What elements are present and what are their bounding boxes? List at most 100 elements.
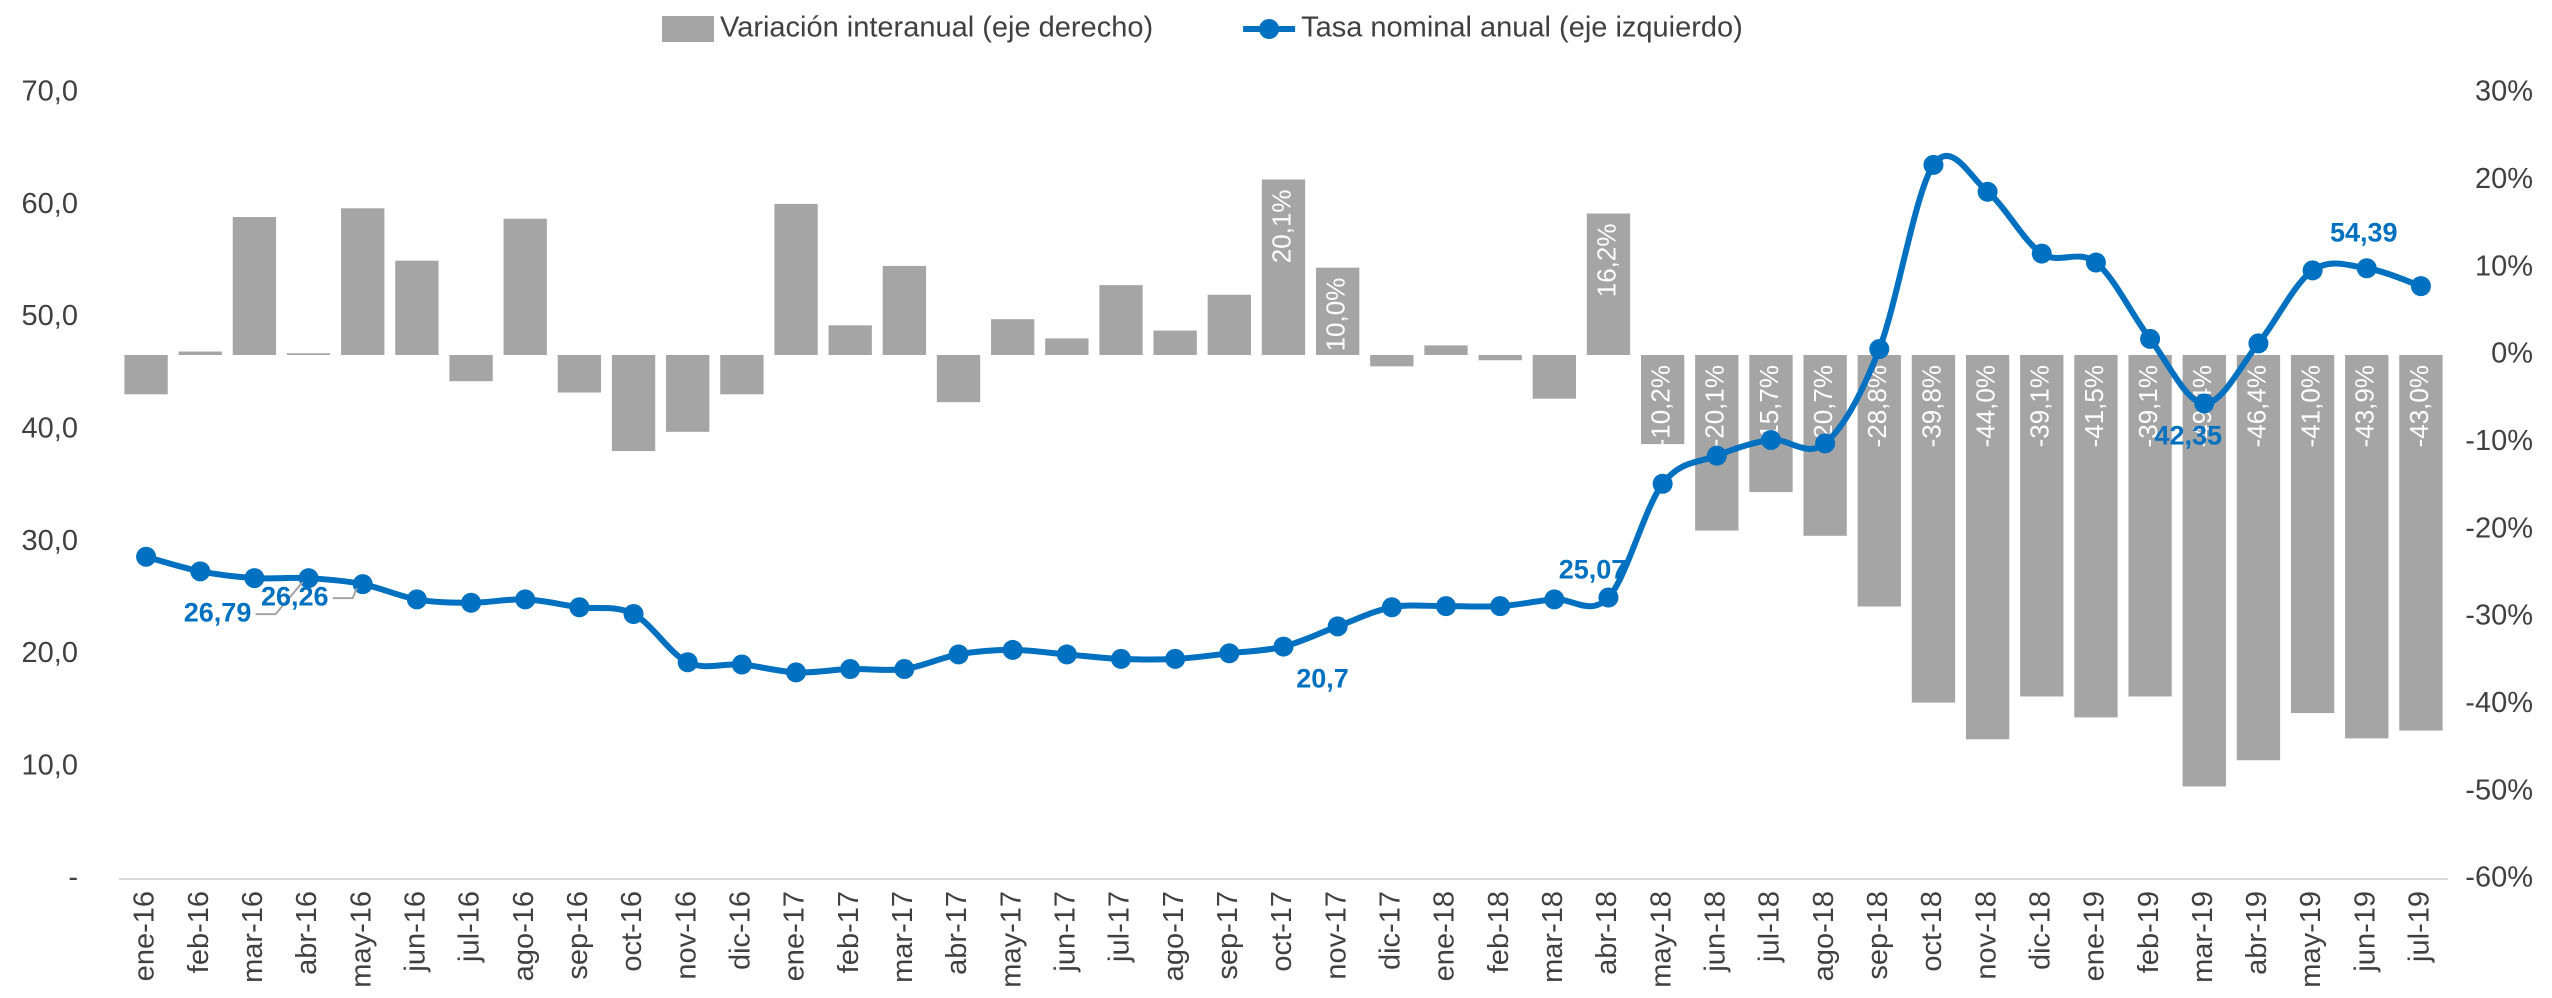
bar <box>1153 330 1197 355</box>
x-tick-label: feb-16 <box>183 891 215 973</box>
marker <box>2410 276 2431 297</box>
x-tick-label: feb-18 <box>1483 891 1515 973</box>
y2-tick-label: 0% <box>2491 338 2533 370</box>
x-tick-label: sep-18 <box>1862 891 1894 980</box>
bar <box>2128 355 2172 697</box>
marker <box>2140 328 2161 349</box>
x-tick-label: abr-19 <box>2241 891 2273 975</box>
x-tick-label: mar-19 <box>2187 891 2219 983</box>
marker <box>244 568 265 589</box>
y2-tick-label: 20% <box>2475 163 2533 195</box>
x-tick-label: ene-18 <box>1429 891 1461 981</box>
marker <box>569 597 590 618</box>
x-tick-label: feb-19 <box>2133 891 2165 973</box>
x-tick-label: ene-17 <box>779 891 811 981</box>
x-tick-label: jun-19 <box>2349 891 2381 973</box>
leader-line <box>332 587 358 600</box>
value-label: -39,1% <box>2133 365 2163 447</box>
value-label: -44,0% <box>1970 365 2000 447</box>
bar <box>1911 355 1956 703</box>
x-tick-label: may-19 <box>2295 891 2327 988</box>
bar <box>666 355 710 432</box>
bar <box>882 265 927 355</box>
bar <box>1586 213 1631 355</box>
bar <box>503 218 547 355</box>
marker <box>2085 252 2106 273</box>
marker <box>1219 643 1240 664</box>
bar <box>557 355 602 393</box>
y2-tick-label: -40% <box>2465 687 2533 719</box>
x-tick-label: mar-18 <box>1537 891 1569 983</box>
x-tick-label: abr-16 <box>291 891 323 975</box>
bar <box>1478 355 1522 361</box>
x-tick-label: oct-17 <box>1266 891 1298 972</box>
bar <box>2182 355 2226 787</box>
legend-label: Tasa nominal anual (eje izquierdo) <box>1301 12 1743 44</box>
marker <box>1165 648 1186 669</box>
value-label: 20,1% <box>1266 189 1296 263</box>
x-tick-label: jul-19 <box>2404 891 2436 963</box>
bar <box>232 217 277 355</box>
line-value-label: 42,35 <box>2154 421 2222 451</box>
marker <box>677 652 698 673</box>
y2-tick-label: -50% <box>2465 774 2533 806</box>
bar <box>1315 267 1360 355</box>
value-label: 16,2% <box>1591 224 1621 298</box>
marker <box>894 659 915 680</box>
bar <box>2236 355 2281 761</box>
y2-tick-label: 30% <box>2475 76 2533 108</box>
marker <box>190 561 211 582</box>
marker <box>461 592 482 613</box>
marker <box>1598 587 1619 608</box>
y-tick-label: 10,0 <box>22 749 78 781</box>
bar <box>124 355 168 395</box>
value-label: -39,1% <box>2025 365 2055 447</box>
y-tick-label: 70,0 <box>22 76 78 108</box>
line <box>145 153 2422 676</box>
marker <box>1490 596 1511 617</box>
marker <box>1815 433 1836 454</box>
x-tick-label: dic-16 <box>725 891 757 970</box>
marker <box>352 574 373 595</box>
x-tick-label: sep-16 <box>562 891 594 980</box>
bar <box>1532 355 1576 399</box>
y2-tick-label: -20% <box>2465 512 2533 544</box>
x-tick-label: sep-17 <box>1212 891 1244 980</box>
bar <box>1965 355 2010 740</box>
leader-line <box>255 581 304 616</box>
marker <box>2194 393 2215 414</box>
x-tick-label: jun-18 <box>1699 891 1731 973</box>
marker <box>1381 597 1402 618</box>
marker <box>948 644 969 665</box>
bar <box>2399 355 2443 731</box>
x-tick-label: mar-16 <box>237 891 269 983</box>
bar <box>1207 294 1252 355</box>
bar <box>178 351 222 355</box>
marker <box>840 659 861 680</box>
marker <box>1056 644 1077 665</box>
x-tick-label: mar-17 <box>887 891 919 983</box>
line-value-label: 25,07 <box>1559 555 1627 585</box>
bar <box>936 355 981 403</box>
y-tick-label: 50,0 <box>22 300 78 332</box>
x-tick-label: dic-18 <box>2024 891 2056 970</box>
x-tick-label: may-18 <box>1645 891 1677 988</box>
marker <box>1111 648 1132 669</box>
x-tick-label: jun-17 <box>1050 891 1082 973</box>
marker <box>1977 181 1998 202</box>
y-tick-label: 40,0 <box>22 413 78 445</box>
marker <box>731 654 752 675</box>
marker <box>1923 154 1944 175</box>
bar <box>2290 355 2335 714</box>
bar <box>449 355 493 382</box>
x-tick-label: oct-16 <box>616 891 648 972</box>
marker <box>2356 258 2377 279</box>
value-label: -20,1% <box>1700 365 1730 447</box>
legend-swatch <box>662 16 714 42</box>
x-tick-label: may-16 <box>345 891 377 988</box>
bar <box>1857 355 1901 607</box>
marker <box>1544 589 1565 610</box>
bar <box>1749 355 1793 493</box>
bar <box>991 319 1035 355</box>
marker <box>786 662 807 683</box>
